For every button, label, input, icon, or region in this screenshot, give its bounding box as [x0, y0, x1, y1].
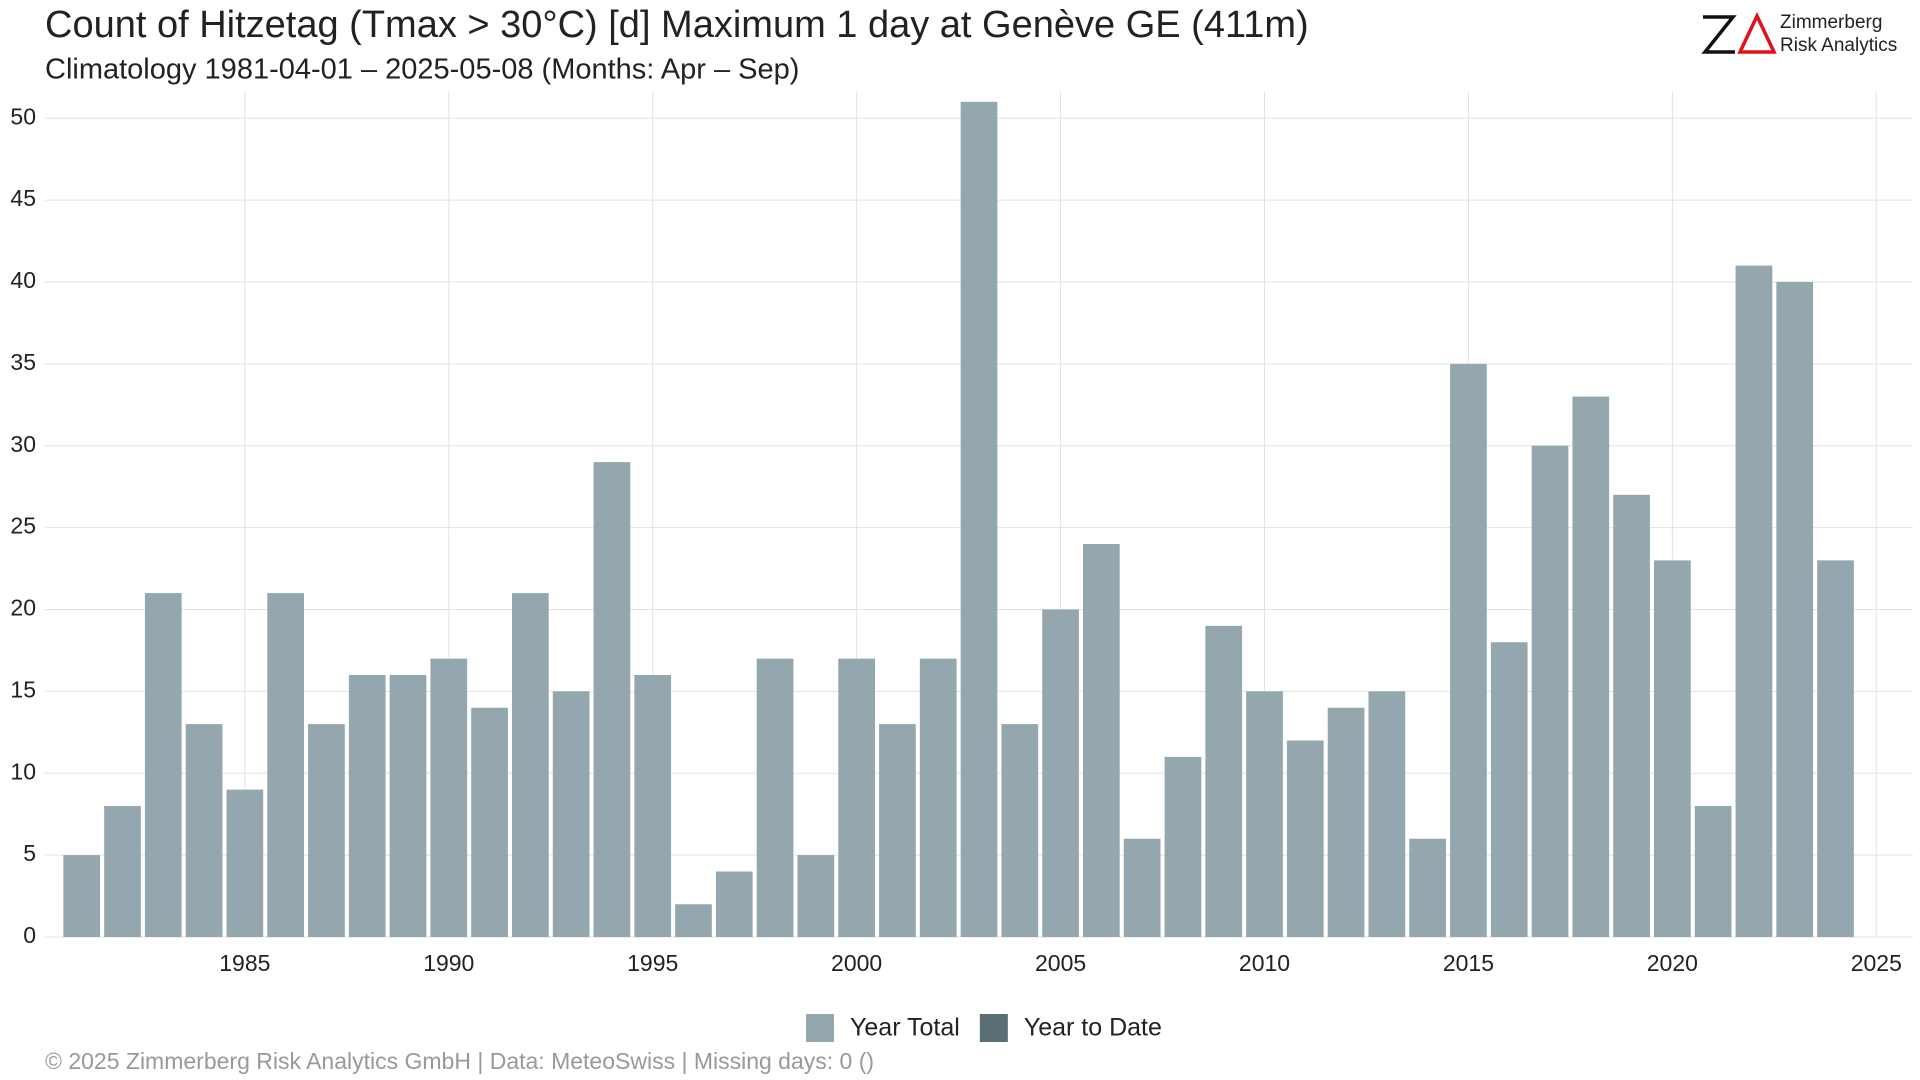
y-tick-label: 5 — [23, 840, 36, 866]
bar — [1817, 560, 1854, 937]
bar — [675, 904, 712, 937]
logo-delta — [1737, 11, 1777, 54]
bar — [1490, 642, 1528, 937]
bar — [185, 724, 223, 937]
bar — [1083, 543, 1120, 937]
bar — [1409, 838, 1446, 937]
bar — [838, 658, 875, 937]
x-tick-label: 1995 — [627, 950, 678, 976]
y-tick-label: 20 — [10, 595, 36, 621]
bar — [1735, 265, 1773, 937]
y-tick-label: 0 — [23, 922, 36, 948]
bar — [1694, 805, 1732, 937]
bar — [960, 101, 998, 938]
x-tick-label: 1990 — [423, 950, 474, 976]
bar — [552, 691, 590, 937]
bar — [879, 724, 916, 937]
bar — [593, 462, 631, 937]
x-tick-label: 2025 — [1851, 950, 1902, 976]
x-tick-label: 2010 — [1239, 950, 1290, 976]
bar — [144, 593, 182, 937]
x-tick-label: 2005 — [1035, 950, 1086, 976]
bar — [1572, 396, 1610, 937]
bar — [715, 871, 753, 937]
bar — [389, 674, 427, 937]
y-tick-label: 40 — [10, 267, 36, 293]
y-tick-label: 35 — [10, 349, 36, 375]
bar — [1368, 691, 1406, 937]
y-tick-label: 30 — [10, 431, 36, 457]
bar — [1654, 560, 1691, 937]
y-tick-label: 45 — [10, 185, 36, 211]
x-tick-label: 2015 — [1443, 950, 1494, 976]
bar — [63, 855, 101, 937]
logo: Zimmerberg Risk Analytics — [1701, 11, 1897, 56]
bar — [471, 707, 508, 937]
bar — [756, 658, 794, 937]
y-tick-label: 15 — [10, 676, 36, 702]
legend-label: Year Total — [850, 1014, 960, 1042]
bar — [1205, 625, 1243, 937]
bar — [308, 724, 345, 937]
logo-z — [1701, 15, 1737, 54]
y-tick-label: 50 — [10, 103, 36, 129]
y-tick-label: 25 — [10, 513, 36, 539]
logo-text: Risk Analytics — [1780, 35, 1897, 56]
legend-label: Year to Date — [1024, 1014, 1162, 1042]
bar — [1123, 838, 1161, 937]
bar — [1164, 756, 1202, 937]
footer: © 2025 Zimmerberg Risk Analytics GmbH | … — [45, 1048, 874, 1074]
legend-swatch — [806, 1014, 834, 1042]
bar — [1327, 707, 1365, 937]
chart-subtitle: Climatology 1981-04-01 – 2025-05-08 (Mon… — [45, 54, 799, 86]
bar — [634, 674, 672, 937]
bar — [1042, 609, 1079, 937]
bar — [430, 658, 468, 937]
bar — [1531, 445, 1569, 937]
bar — [512, 593, 549, 937]
bar — [1450, 363, 1487, 938]
bar — [1776, 281, 1814, 937]
bar — [1001, 724, 1039, 937]
bar — [1286, 740, 1324, 937]
bar — [104, 805, 141, 937]
bar — [267, 593, 304, 937]
legend-swatch — [979, 1014, 1008, 1042]
bar — [919, 658, 957, 937]
x-tick-label: 2020 — [1647, 950, 1698, 976]
bar — [226, 789, 264, 937]
y-tick-label: 10 — [10, 758, 36, 784]
x-tick-label: 2000 — [831, 950, 882, 976]
bar — [1613, 494, 1650, 937]
chart-title: Count of Hitzetag (Tmax > 30°C) [d] Maxi… — [45, 4, 1309, 46]
x-tick-label: 1985 — [219, 950, 270, 976]
logo-text: Zimmerberg — [1780, 12, 1882, 33]
bar — [1246, 691, 1283, 937]
bar — [348, 674, 386, 937]
bar — [797, 855, 835, 937]
